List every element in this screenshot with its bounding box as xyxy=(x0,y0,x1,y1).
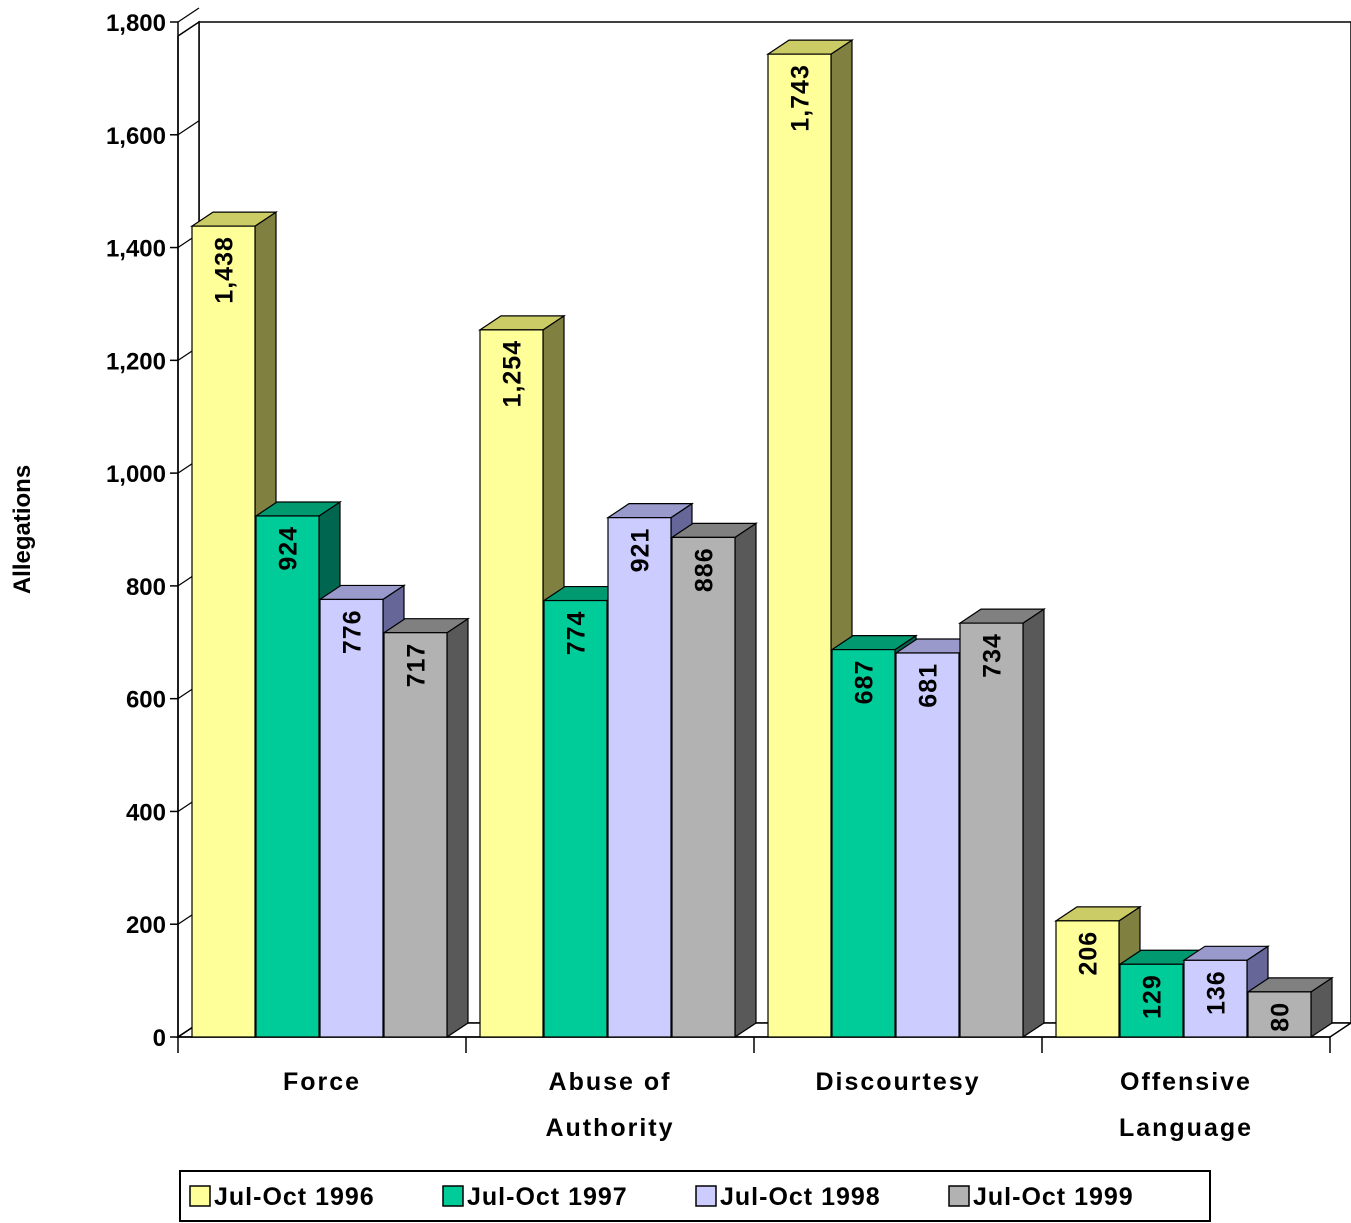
category-label: Offensive xyxy=(1120,1068,1252,1096)
legend-swatch xyxy=(948,1185,970,1207)
data-label: 687 xyxy=(851,660,879,705)
bar xyxy=(1183,959,1248,1038)
data-label: 1,254 xyxy=(499,340,527,408)
bar xyxy=(895,652,960,1038)
y-tick-label: 1,800 xyxy=(106,10,166,37)
data-label: 921 xyxy=(627,528,655,573)
legend-swatch xyxy=(695,1185,717,1207)
data-label: 681 xyxy=(915,663,943,708)
legend-label: Jul-Oct 1998 xyxy=(720,1183,881,1211)
y-tick-label: 1,400 xyxy=(106,236,166,263)
y-tick-label: 600 xyxy=(126,687,166,714)
data-label: 774 xyxy=(563,611,591,656)
data-label: 1,743 xyxy=(787,64,815,132)
legend: Jul-Oct 1996 Jul-Oct 1997 Jul-Oct 1998 Jul-… xyxy=(179,1170,1211,1222)
bar xyxy=(607,517,672,1038)
category-label: Language xyxy=(1119,1114,1253,1142)
category-label: Abuse of xyxy=(549,1068,672,1096)
legend-label: Jul-Oct 1997 xyxy=(467,1183,628,1211)
legend-swatch xyxy=(189,1185,211,1207)
category-label: Discourtesy xyxy=(815,1068,980,1096)
bar-0-2: 1,743 xyxy=(766,39,854,1039)
y-tick-label: 1,000 xyxy=(106,461,166,488)
y-tick-depth xyxy=(177,7,200,23)
y-tick-label: 1,200 xyxy=(106,348,166,375)
legend-item: Jul-Oct 1996 xyxy=(189,1183,375,1211)
legend-item: Jul-Oct 1998 xyxy=(695,1183,881,1211)
bar xyxy=(671,536,736,1038)
category-label: Authority xyxy=(545,1114,674,1142)
y-axis: 0 200 400 600 800 1,000 1,200 1,400 1,600 1,800 Al… xyxy=(9,7,200,1052)
bar xyxy=(319,598,384,1038)
bar-3-1: 886 xyxy=(670,522,758,1039)
bar xyxy=(383,632,448,1038)
legend-label: Jul-Oct 1996 xyxy=(214,1183,375,1211)
data-label: 734 xyxy=(979,633,1007,678)
data-label: 924 xyxy=(275,526,303,571)
y-tick-label: 800 xyxy=(126,574,166,601)
bar xyxy=(1119,963,1184,1038)
data-label: 80 xyxy=(1267,1002,1295,1032)
category-label: Force xyxy=(283,1068,361,1096)
bar-3-3: 80 xyxy=(1246,976,1334,1039)
bar xyxy=(767,53,832,1038)
bar xyxy=(1055,920,1120,1038)
bar xyxy=(191,225,256,1038)
bar xyxy=(479,329,544,1038)
y-tick-label: 400 xyxy=(126,799,166,826)
y-tick-depth xyxy=(177,120,200,136)
bar xyxy=(831,649,896,1038)
y-tick-label: 1,600 xyxy=(106,123,166,150)
bar xyxy=(255,515,320,1038)
legend-box xyxy=(179,1170,1211,1222)
y-axis-title: Allegations xyxy=(9,465,36,594)
bar xyxy=(543,599,608,1038)
data-label: 1,438 xyxy=(211,236,239,304)
bars: 1,438 924 776 717 1,254 774 921 886 1,743 687 681 7… xyxy=(190,39,1334,1039)
bar-side xyxy=(1022,607,1045,1039)
bar-side xyxy=(446,617,469,1039)
bar xyxy=(959,622,1024,1038)
data-label: 206 xyxy=(1075,931,1103,976)
bar-side xyxy=(734,522,757,1039)
legend-label: Jul-Oct 1999 xyxy=(973,1183,1134,1211)
data-label: 717 xyxy=(403,643,431,688)
legend-item: Jul-Oct 1999 xyxy=(948,1183,1134,1211)
x-axis: Force Abuse of Authority Discourtesy Offensi… xyxy=(177,1036,1331,1142)
legend-item: Jul-Oct 1997 xyxy=(442,1183,628,1211)
y-tick-label: 200 xyxy=(126,912,166,939)
bar-3-2: 734 xyxy=(958,607,1046,1039)
data-label: 886 xyxy=(691,547,719,592)
data-label: 136 xyxy=(1203,970,1231,1015)
y-tick-label: 0 xyxy=(153,1025,166,1052)
data-label: 776 xyxy=(339,609,367,654)
data-label: 129 xyxy=(1139,974,1167,1019)
legend-swatch xyxy=(442,1185,464,1207)
bar-3-0: 717 xyxy=(382,617,470,1039)
bar xyxy=(1247,991,1312,1038)
